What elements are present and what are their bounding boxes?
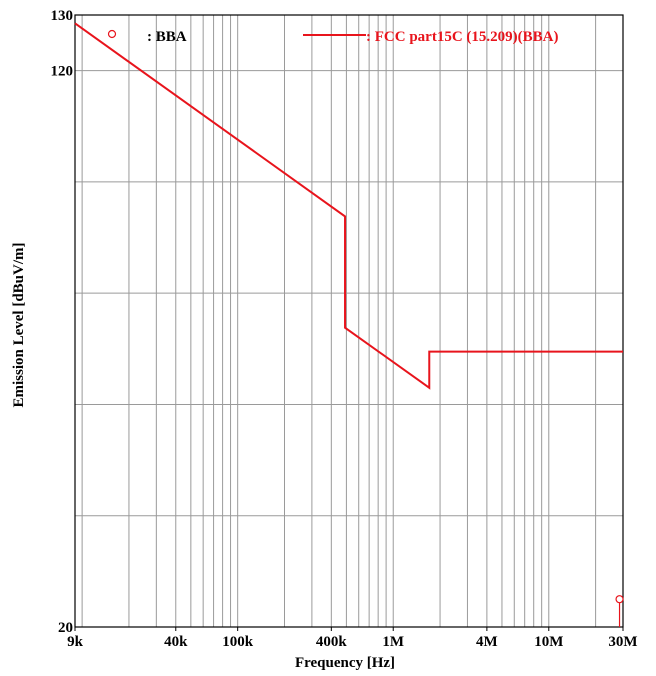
plot-frame — [74, 14, 624, 628]
x-tick-label-7: 30M — [608, 634, 637, 650]
x-axis-title: Frequency [Hz] — [295, 655, 395, 671]
legend: : BBA : FCC part15C (15.209)(BBA) — [107, 29, 558, 45]
x-tick-label-3: 400k — [316, 634, 348, 650]
y-tick-label-0: 130 — [51, 8, 74, 24]
y-tick-label-1: 120 — [51, 64, 74, 80]
limit-line — [74, 22, 623, 390]
measurement-point-0 — [615, 595, 624, 604]
y-tick-labels: 130 120 20 — [51, 8, 74, 636]
y-tick-label-2: 20 — [58, 620, 73, 636]
legend-limit-label: : FCC part15C (15.209)(BBA) — [366, 29, 558, 45]
x-tick-label-2: 100k — [222, 634, 254, 650]
x-tick-label-1: 40k — [164, 634, 188, 650]
x-tick-label-6: 10M — [534, 634, 563, 650]
y-axis-title: Emission Level [dBuV/m] — [11, 242, 27, 407]
x-tick-label-4: 1M — [382, 634, 404, 650]
x-tick-labels: 9k 40k 100k 400k 1M 4M 10M 30M — [67, 627, 638, 650]
grid-lines — [75, 15, 623, 627]
x-tick-label-0: 9k — [67, 634, 84, 650]
data-series — [74, 22, 624, 627]
legend-bba-marker — [107, 29, 117, 39]
x-tick-label-5: 4M — [476, 634, 498, 650]
legend-bba-label: : BBA — [147, 29, 187, 45]
